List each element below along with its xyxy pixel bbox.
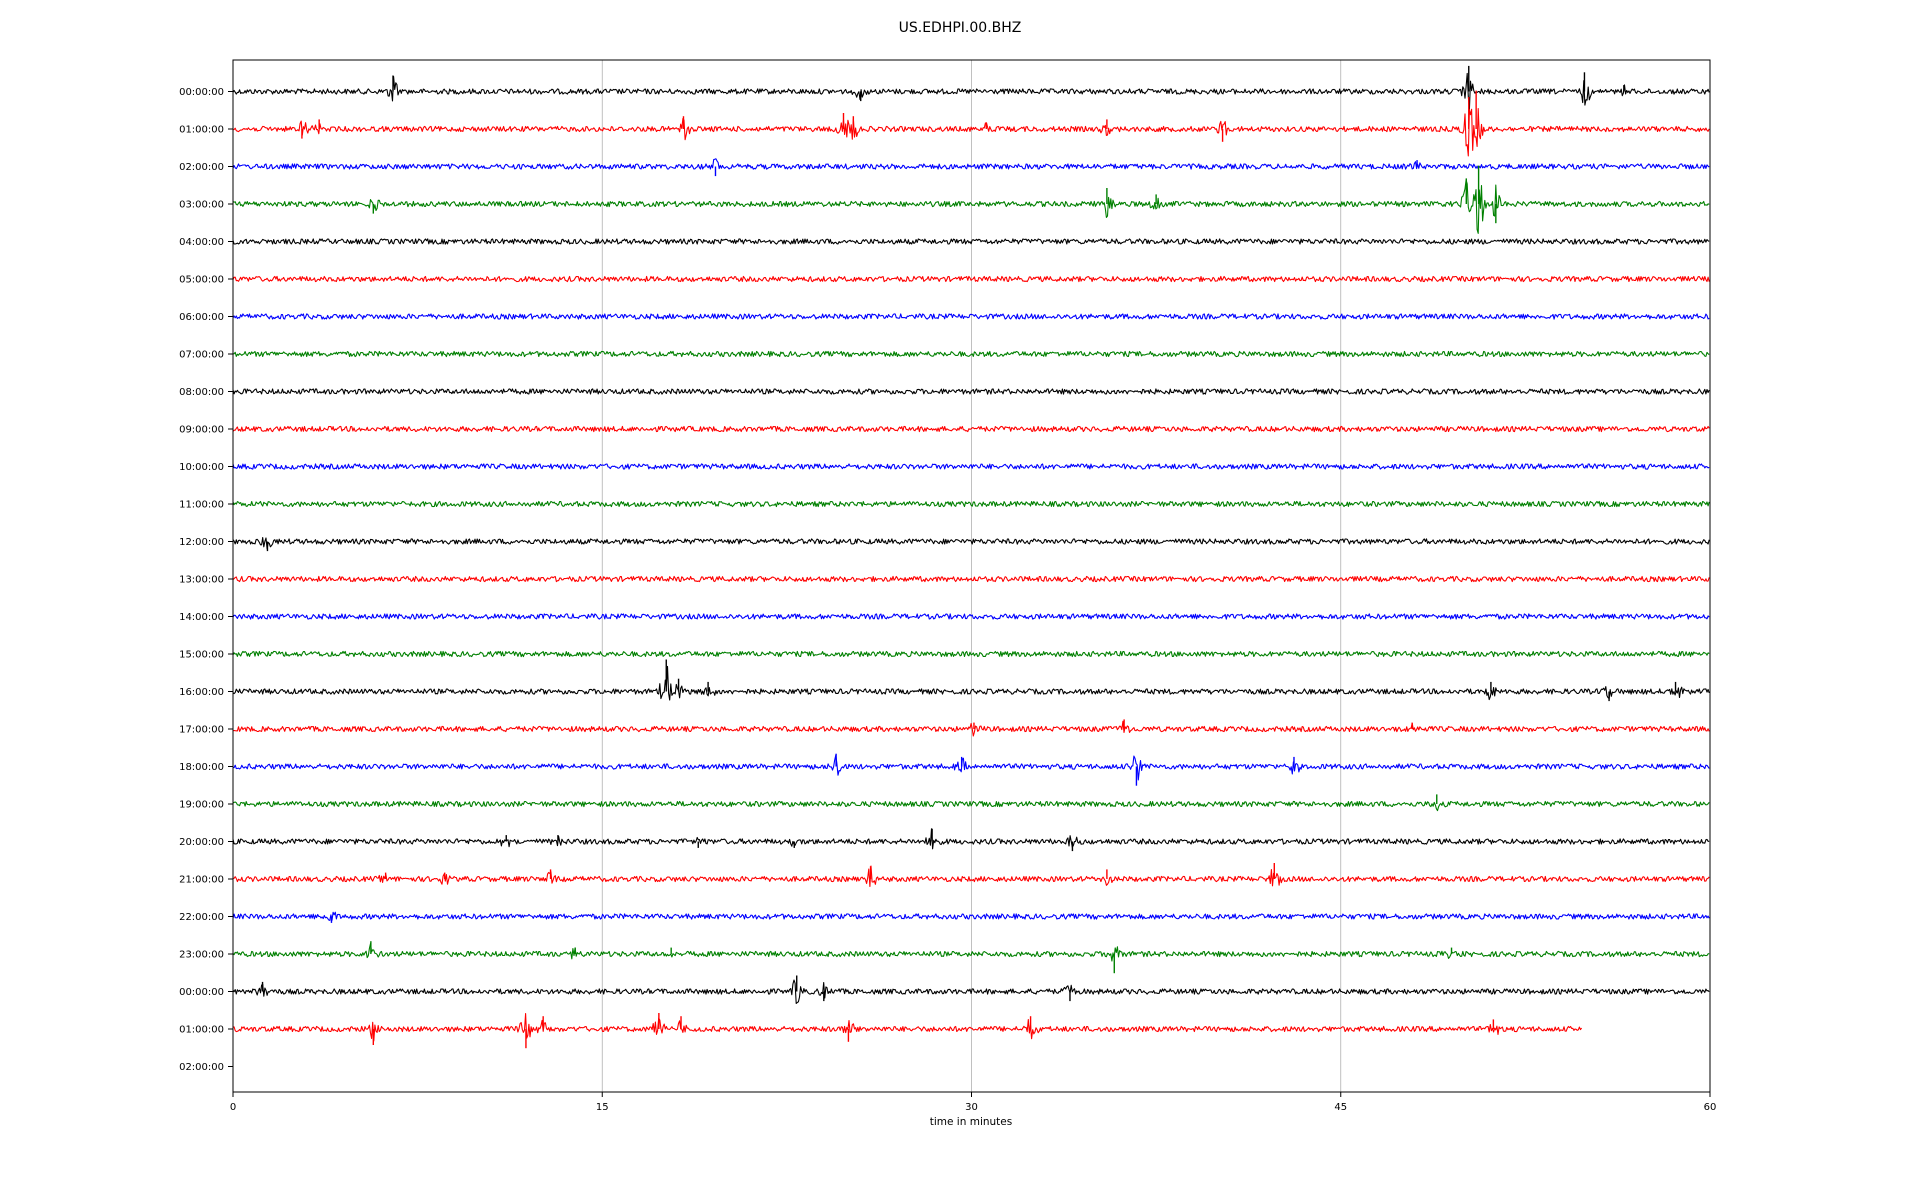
x-tick-label-0: 0 — [230, 1102, 236, 1113]
trace-row-13 — [232, 575, 1710, 583]
trace-row-3 — [232, 179, 1710, 234]
x-tick-label-45: 45 — [1334, 1102, 1347, 1113]
y-tick-label-15: 15:00:00 — [179, 650, 224, 661]
trace-row-8 — [232, 388, 1710, 395]
y-tick-label-24: 00:00:00 — [179, 987, 224, 998]
trace-row-15 — [232, 650, 1710, 658]
trace-row-5 — [232, 275, 1710, 283]
trace-row-11 — [232, 500, 1710, 508]
y-tick-label-7: 07:00:00 — [179, 350, 224, 361]
y-tick-label-12: 12:00:00 — [179, 537, 224, 548]
y-tick-label-9: 09:00:00 — [179, 425, 224, 436]
trace-row-12 — [232, 537, 1710, 550]
y-tick-label-3: 03:00:00 — [179, 200, 224, 211]
y-tick-label-14: 14:00:00 — [179, 612, 224, 623]
trace-row-21 — [232, 865, 1710, 888]
trace-row-25 — [232, 1013, 1583, 1042]
trace-row-17 — [232, 720, 1710, 737]
x-axis-label: time in minutes — [930, 1116, 1012, 1128]
trace-row-7 — [233, 350, 1710, 358]
trace-row-24 — [232, 979, 1710, 1005]
y-tick-label-22: 22:00:00 — [179, 912, 224, 923]
y-tick-label-11: 11:00:00 — [179, 500, 224, 511]
trace-row-0 — [232, 72, 1710, 111]
y-tick-label-10: 10:00:00 — [179, 462, 224, 473]
x-axis-ticks: 0 15 30 45 60 — [230, 1092, 1717, 1113]
trace-row-14 — [232, 613, 1710, 620]
trace-row-20 — [232, 828, 1710, 850]
y-tick-label-2: 02:00:00 — [179, 162, 224, 173]
x-tick-label-60: 60 — [1704, 1102, 1717, 1113]
y-tick-label-0: 00:00:00 — [179, 87, 224, 98]
trace-row-4 — [232, 238, 1710, 245]
x-tick-label-15: 15 — [596, 1102, 609, 1113]
trace-row-16 — [232, 665, 1710, 701]
y-tick-label-16: 16:00:00 — [179, 687, 224, 698]
y-tick-label-19: 19:00:00 — [179, 800, 224, 811]
y-tick-label-1: 01:00:00 — [179, 125, 224, 136]
grid-lines — [601, 60, 1342, 1092]
trace-row-2 — [232, 158, 1710, 170]
trace-row-18 — [233, 754, 1710, 781]
trace-row-6 — [232, 313, 1710, 320]
trace-row-10 — [232, 463, 1710, 470]
trace-row-9 — [232, 425, 1710, 433]
y-tick-label-26: 02:00:00 — [179, 1062, 224, 1073]
trace-series — [232, 65, 1710, 1049]
y-tick-label-4: 04:00:00 — [179, 237, 224, 248]
y-tick-label-23: 23:00:00 — [179, 950, 224, 961]
y-tick-label-17: 17:00:00 — [179, 725, 224, 736]
y-tick-label-13: 13:00:00 — [179, 575, 224, 586]
y-axis-ticks: 00:00:00 01:00:00 02:00:00 03:00:00 04:00:00… — [179, 87, 233, 1073]
y-tick-label-6: 06:00:00 — [179, 312, 224, 323]
y-tick-label-21: 21:00:00 — [179, 875, 224, 886]
trace-row-22 — [232, 911, 1710, 921]
x-tick-label-30: 30 — [965, 1102, 978, 1113]
y-tick-label-5: 05:00:00 — [179, 275, 224, 286]
trace-row-1 — [232, 108, 1710, 157]
y-tick-label-8: 08:00:00 — [179, 387, 224, 398]
y-tick-label-20: 20:00:00 — [179, 837, 224, 848]
trace-row-23 — [232, 943, 1710, 962]
trace-row-19 — [232, 800, 1710, 812]
chart-title: US.EDHPI.00.BHZ — [898, 20, 1022, 36]
y-tick-label-18: 18:00:00 — [179, 762, 224, 773]
y-tick-label-25: 01:00:00 — [179, 1025, 224, 1036]
